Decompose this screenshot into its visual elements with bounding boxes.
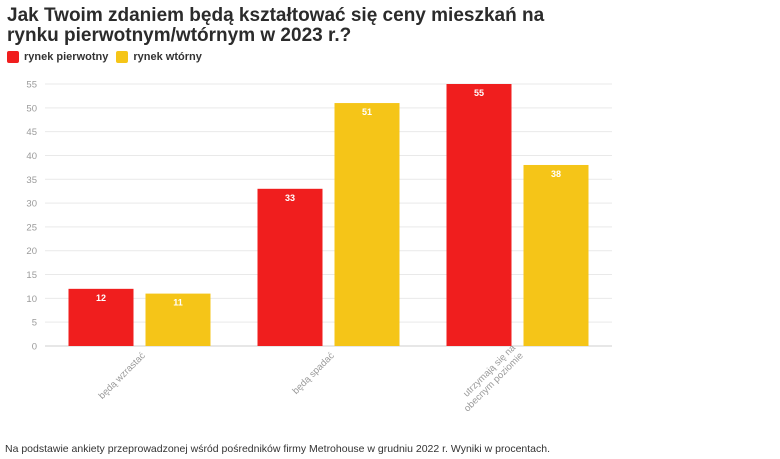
legend-label-primary: rynek pierwotny (24, 51, 109, 63)
y-tick-label: 45 (26, 127, 37, 138)
bar-primary (257, 188, 323, 346)
y-tick-label: 40 (26, 151, 37, 162)
bar-chart: 0 5 10 15 20 25 30 35 40 45 50 55 12 11 będą wzrastać 3… (26, 80, 612, 414)
y-tick-label: 0 (32, 342, 37, 353)
legend-label-secondary: rynek wtórny (133, 51, 202, 63)
y-tick-label: 5 (32, 318, 37, 329)
x-tick-label-line: będą wzrastać (97, 350, 148, 401)
bar-secondary (145, 293, 211, 346)
data-label: 55 (474, 88, 484, 98)
y-tick-label: 15 (26, 270, 37, 281)
y-tick-label: 20 (26, 246, 37, 257)
data-label: 51 (362, 107, 372, 117)
data-label: 12 (96, 293, 106, 303)
bar-primary (446, 84, 512, 346)
bar-primary (68, 288, 134, 346)
legend-swatch-primary (7, 51, 19, 63)
legend-item-primary[interactable]: rynek pierwotny (7, 51, 108, 63)
x-tick-label-line: będą spadać (290, 350, 336, 396)
y-tick-label: 10 (26, 294, 37, 305)
x-tick-label: będą spadać (290, 350, 336, 396)
legend: rynek pierwotny rynek wtórny (7, 51, 210, 63)
x-tick-label: będą wzrastać (97, 350, 148, 401)
bar-secondary (523, 164, 589, 346)
legend-item-secondary[interactable]: rynek wtórny (116, 51, 202, 63)
y-tick-label: 30 (26, 199, 37, 210)
chart-title: Jak Twoim zdaniem będą kształtować się c… (7, 5, 545, 46)
footnote: Na podstawie ankiety przeprowadzonej wśr… (5, 443, 551, 455)
legend-swatch-secondary (116, 51, 129, 63)
y-tick-label: 35 (26, 175, 37, 186)
data-label: 33 (285, 193, 295, 203)
data-label: 38 (551, 169, 561, 179)
y-tick-label: 55 (26, 80, 37, 91)
bar-secondary (334, 103, 400, 347)
y-tick-label: 50 (26, 103, 37, 114)
data-label: 11 (173, 298, 183, 308)
y-tick-label: 25 (26, 222, 37, 233)
